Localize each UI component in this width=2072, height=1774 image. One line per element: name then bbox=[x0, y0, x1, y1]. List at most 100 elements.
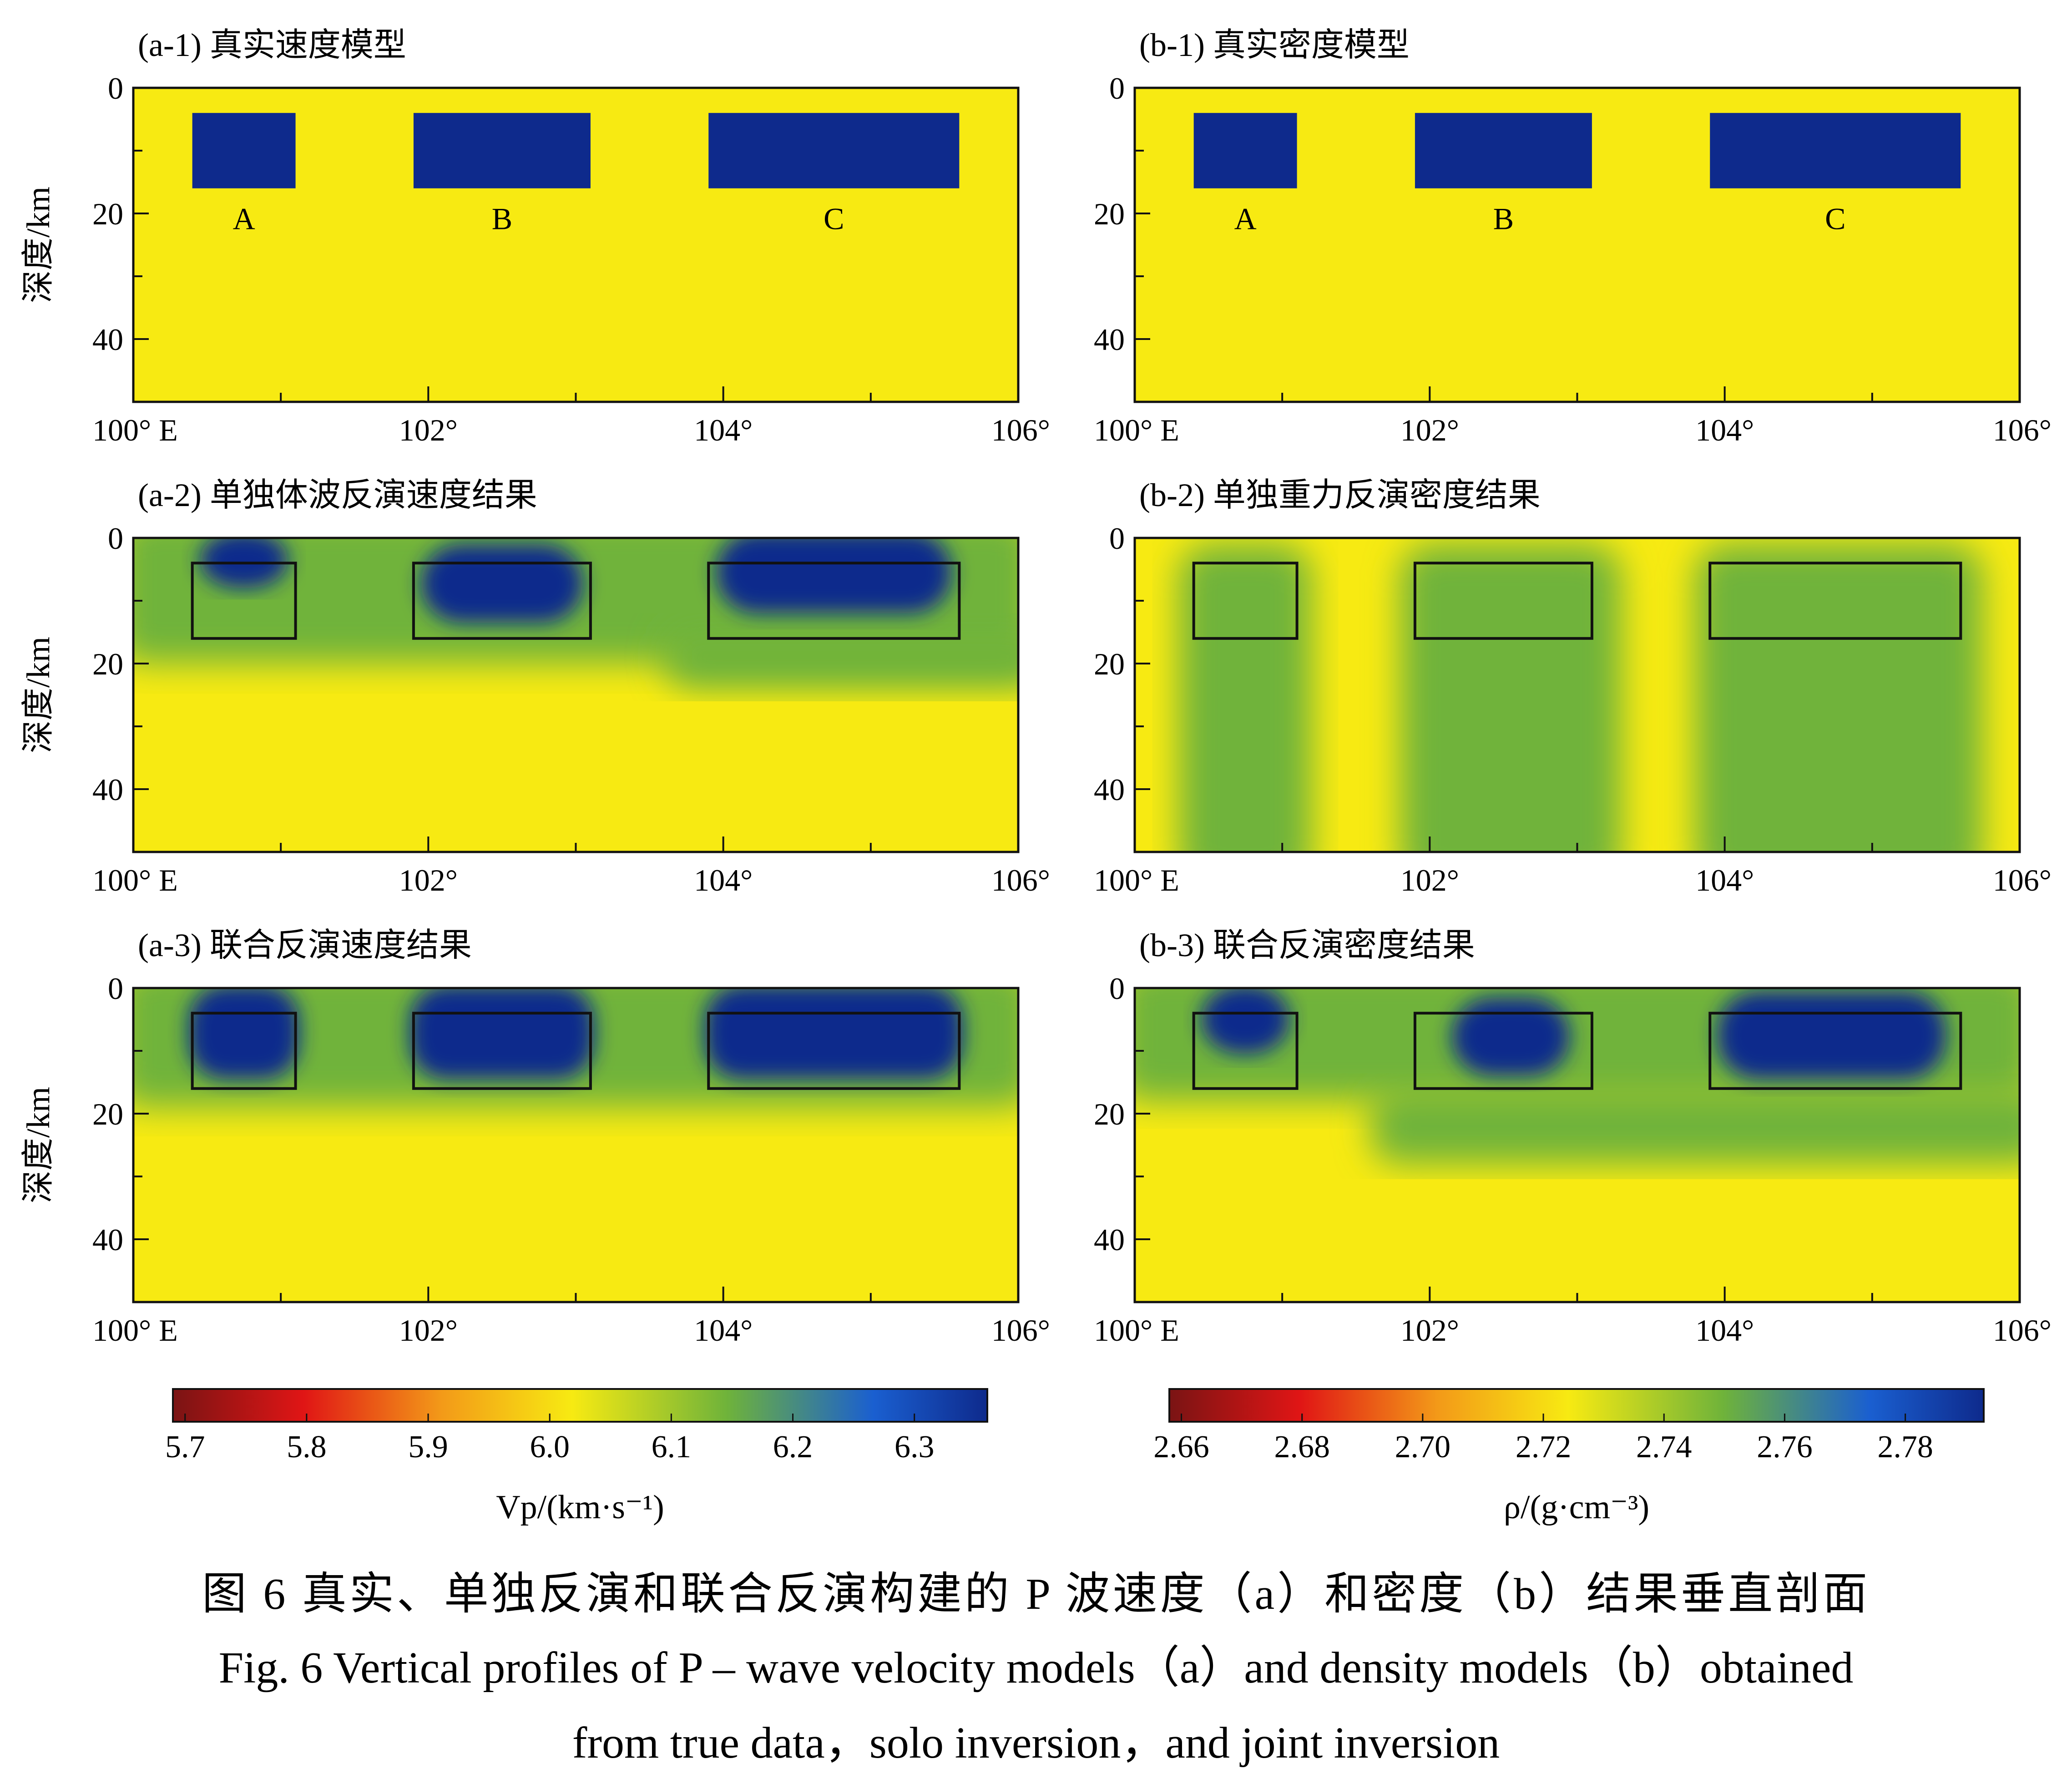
x-tick-label: 100° E bbox=[92, 413, 178, 447]
y-tick-label: 20 bbox=[92, 647, 123, 681]
y-tick-label: 0 bbox=[1109, 71, 1125, 106]
colorbar-tick-label: 2.76 bbox=[1757, 1429, 1813, 1465]
y-tick-label: 40 bbox=[92, 772, 123, 807]
colorbar-label: ρ/(g·cm⁻³) bbox=[1504, 1489, 1649, 1526]
colorbar-tick-label: 5.9 bbox=[408, 1429, 448, 1465]
x-tick-label: 102° bbox=[1400, 863, 1459, 897]
y-axis-label: 深度/km bbox=[20, 187, 56, 303]
x-tick-label: 102° bbox=[1400, 413, 1459, 447]
colorbar-ramp bbox=[172, 1388, 988, 1423]
y-tick-label: 20 bbox=[1094, 197, 1125, 231]
recovered-anomaly-1 bbox=[1451, 997, 1570, 1076]
colorbar-tick-label: 2.74 bbox=[1636, 1429, 1692, 1465]
plot-area bbox=[1135, 88, 2020, 402]
colorbars-layer: 5.7 5.8 5.9 6.0 6.1 6.2 6.3 Vp/(km·s⁻¹) 2.66 2.68… bbox=[165, 1388, 1985, 1526]
block-label-B: B bbox=[1493, 202, 1514, 236]
panel-title: (b-2) 单独重力反演密度结果 bbox=[1139, 477, 1541, 513]
caption-english-line2: from true data，solo inversion，and joint … bbox=[572, 1718, 1500, 1768]
panel-title: (b-3) 联合反演密度结果 bbox=[1139, 927, 1475, 963]
colorbar-tick-label: 6.0 bbox=[530, 1429, 570, 1465]
true-block-outline-1 bbox=[1413, 1012, 1593, 1090]
x-tick-label: 100° E bbox=[1094, 1313, 1179, 1348]
y-tick-label: 20 bbox=[1094, 647, 1125, 681]
smear-tail bbox=[664, 626, 1018, 689]
block-label-A: A bbox=[233, 202, 255, 236]
y-tick-label: 40 bbox=[92, 322, 123, 357]
colorbar-tick-label: 2.68 bbox=[1274, 1429, 1330, 1465]
plot-area bbox=[133, 988, 1018, 1302]
recovered-anomaly-1 bbox=[421, 544, 583, 623]
colorbar-tick-label: 6.3 bbox=[894, 1429, 935, 1465]
panel-4: (a-3) 联合反演速度结果 100° E 102° 104° 106° 0 20 40 深度/… bbox=[20, 927, 1050, 1348]
x-tick-label: 104° bbox=[1695, 1313, 1754, 1348]
block-label-A: A bbox=[1234, 202, 1257, 236]
colorbar-tick-label: 6.1 bbox=[652, 1429, 692, 1465]
colorbar-tick-label: 2.70 bbox=[1395, 1429, 1451, 1465]
caption-chinese: 图 6 真实、单独反演和联合反演构建的 P 波速度（a）和密度（b）结果垂直剖面 bbox=[202, 1570, 1870, 1619]
density-column-1 bbox=[1400, 544, 1622, 852]
recovered-anomaly-0 bbox=[1201, 988, 1290, 1054]
y-tick-label: 40 bbox=[92, 1222, 123, 1257]
colorbar-tick-label: 5.8 bbox=[287, 1429, 327, 1465]
recovered-anomaly-1 bbox=[409, 988, 594, 1080]
x-tick-label: 106° bbox=[991, 1313, 1050, 1348]
panel-title: (b-1) 真实密度模型 bbox=[1139, 27, 1410, 63]
true-block-outline-2 bbox=[1708, 1012, 1962, 1090]
y-tick-label: 20 bbox=[1094, 1097, 1125, 1131]
colorbar-tick-label: 2.72 bbox=[1516, 1429, 1572, 1465]
density-column-2 bbox=[1695, 544, 1983, 852]
x-tick-label: 100° E bbox=[92, 863, 178, 897]
recovered-anomaly-2 bbox=[716, 538, 952, 613]
block-label-B: B bbox=[492, 202, 512, 236]
anomaly-block-A bbox=[1193, 113, 1297, 188]
y-tick-label: 0 bbox=[108, 71, 123, 106]
x-tick-label: 102° bbox=[399, 413, 458, 447]
true-block-outline-2 bbox=[1708, 562, 1962, 640]
panel-title: (a-3) 联合反演速度结果 bbox=[138, 927, 472, 963]
anomaly-block-A bbox=[192, 113, 296, 188]
colorbar-tick-label: 5.7 bbox=[165, 1429, 205, 1465]
x-tick-label: 100° E bbox=[1094, 413, 1179, 447]
y-tick-label: 40 bbox=[1094, 772, 1125, 807]
colorbar-label: Vp/(km·s⁻¹) bbox=[496, 1489, 664, 1526]
colorbar-tick-label: 6.2 bbox=[773, 1429, 813, 1465]
true-block-outline-1 bbox=[412, 562, 592, 640]
x-tick-label: 102° bbox=[399, 1313, 458, 1348]
panel-0: (a-1) 真实速度模型 A B C 100° E 102° 104° 106° 0 20 40 深度… bbox=[20, 27, 1050, 447]
x-tick-label: 104° bbox=[1695, 863, 1754, 897]
x-tick-label: 106° bbox=[1993, 413, 2052, 447]
x-tick-label: 104° bbox=[694, 1313, 753, 1348]
anomaly-block-C bbox=[708, 113, 960, 188]
y-tick-label: 40 bbox=[1094, 1222, 1125, 1257]
y-tick-label: 40 bbox=[1094, 322, 1125, 357]
y-tick-label: 0 bbox=[108, 971, 123, 1006]
colorbar-tick-label: 2.78 bbox=[1877, 1429, 1933, 1465]
true-block-outline-0 bbox=[191, 1012, 297, 1090]
anomaly-block-B bbox=[413, 113, 591, 188]
y-tick-label: 0 bbox=[108, 521, 123, 556]
recovered-anomaly-0 bbox=[188, 988, 299, 1080]
caption-layer: 图 6 真实、单独反演和联合反演构建的 P 波速度（a）和密度（b）结果垂直剖面… bbox=[202, 1570, 1870, 1768]
plot-area bbox=[1135, 538, 2020, 852]
true-block-outline-0 bbox=[191, 562, 297, 640]
panel-1: (b-1) 真实密度模型 A B C 100° E 102° 104° 106° 0 20 40 bbox=[1094, 27, 2052, 447]
x-tick-label: 104° bbox=[694, 413, 753, 447]
smear-tail bbox=[1370, 1088, 2020, 1164]
y-tick-label: 20 bbox=[92, 1097, 123, 1131]
colorbar-tick-label: 2.66 bbox=[1153, 1429, 1209, 1465]
x-tick-label: 106° bbox=[1993, 1313, 2052, 1348]
true-block-outline-2 bbox=[707, 1012, 961, 1090]
true-block-outline-1 bbox=[1413, 562, 1593, 640]
panel-3: (b-2) 单独重力反演密度结果 100° E 102° 104° 106° 0 20 40 bbox=[1094, 477, 2052, 897]
y-axis-label: 深度/km bbox=[20, 1087, 56, 1203]
x-tick-label: 100° E bbox=[1094, 863, 1179, 897]
x-tick-label: 106° bbox=[1993, 863, 2052, 897]
x-tick-label: 104° bbox=[1695, 413, 1754, 447]
recovered-anomaly-2 bbox=[1717, 991, 1946, 1080]
panel-2: (a-2) 单独体波反演速度结果 100° E 102° 104° 106° 0 20 40 深… bbox=[20, 477, 1050, 897]
true-block-outline-2 bbox=[707, 562, 961, 640]
colorbar-velocity: 5.7 5.8 5.9 6.0 6.1 6.2 6.3 Vp/(km·s⁻¹) bbox=[165, 1388, 988, 1526]
y-tick-label: 0 bbox=[1109, 521, 1125, 556]
x-tick-label: 100° E bbox=[92, 1313, 178, 1348]
